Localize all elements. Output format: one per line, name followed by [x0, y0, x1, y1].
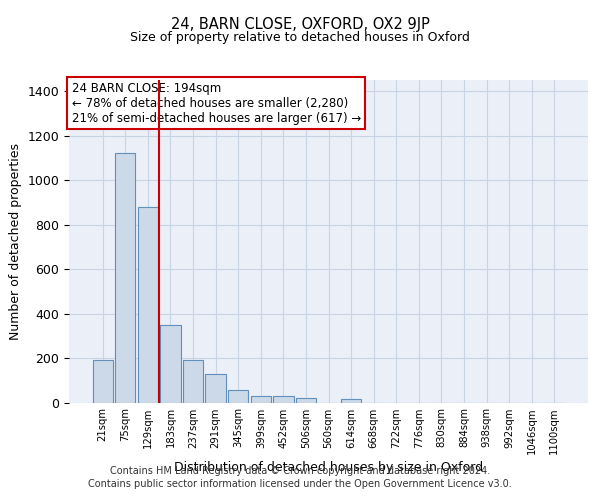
Bar	[273, 396, 293, 402]
Text: 24, BARN CLOSE, OXFORD, OX2 9JP: 24, BARN CLOSE, OXFORD, OX2 9JP	[170, 18, 430, 32]
Bar	[296, 398, 316, 402]
Bar	[183, 360, 203, 403]
Bar	[138, 207, 158, 402]
X-axis label: Distribution of detached houses by size in Oxford: Distribution of detached houses by size …	[174, 461, 483, 474]
Y-axis label: Number of detached properties: Number of detached properties	[9, 143, 22, 340]
Text: Contains public sector information licensed under the Open Government Licence v3: Contains public sector information licen…	[88, 479, 512, 489]
Text: Size of property relative to detached houses in Oxford: Size of property relative to detached ho…	[130, 31, 470, 44]
Bar	[92, 360, 113, 403]
Bar	[205, 374, 226, 402]
Bar	[251, 396, 271, 402]
Bar	[115, 154, 136, 402]
Text: Contains HM Land Registry data © Crown copyright and database right 2024.: Contains HM Land Registry data © Crown c…	[110, 466, 490, 476]
Text: 24 BARN CLOSE: 194sqm
← 78% of detached houses are smaller (2,280)
21% of semi-d: 24 BARN CLOSE: 194sqm ← 78% of detached …	[71, 82, 361, 124]
Bar	[341, 399, 361, 402]
Bar	[160, 324, 181, 402]
Bar	[228, 390, 248, 402]
